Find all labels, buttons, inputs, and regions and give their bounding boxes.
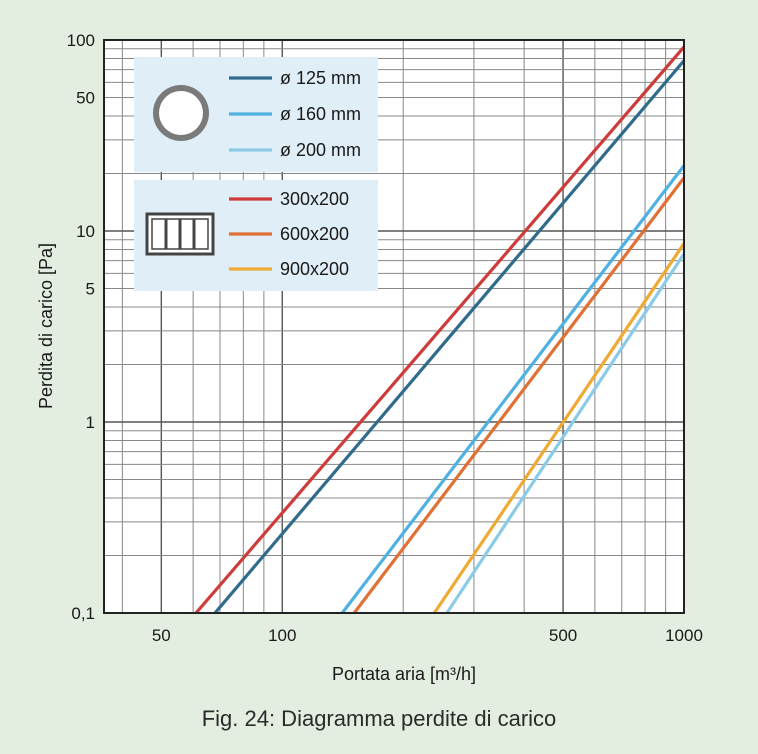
legend-label: ø 200 mm — [280, 140, 361, 160]
x-tick-label: 500 — [549, 626, 577, 645]
legend-label: 600x200 — [280, 224, 349, 244]
x-tick-label: 50 — [152, 626, 171, 645]
legend-label: ø 125 mm — [280, 68, 361, 88]
legend-label: ø 160 mm — [280, 104, 361, 124]
legend-label: 900x200 — [280, 259, 349, 279]
series-lines — [194, 45, 686, 615]
y-axis-label: Perdita di carico [Pa] — [36, 243, 56, 409]
y-tick-label: 0,1 — [71, 604, 95, 623]
series-line — [352, 176, 686, 614]
series-line — [445, 252, 686, 614]
y-tick-label: 100 — [67, 31, 95, 50]
series-line — [432, 242, 686, 614]
y-tick-label: 50 — [76, 88, 95, 107]
series-line — [213, 59, 686, 615]
rectangular-duct-icon — [145, 212, 215, 256]
x-axis-label: Portata aria [m³/h] — [332, 664, 476, 684]
y-tick-label: 5 — [86, 279, 95, 298]
plot-frame — [103, 39, 685, 614]
round-duct-icon — [153, 85, 209, 141]
x-tick-label: 1000 — [665, 626, 703, 645]
series-line — [194, 45, 686, 615]
figure-caption: Fig. 24: Diagramma perdite di carico — [201, 706, 557, 731]
x-tick-labels: 50 100 500 1000 — [152, 626, 703, 645]
legend-label: 300x200 — [280, 189, 349, 209]
x-tick-label: 100 — [268, 626, 296, 645]
legend: ø 125 mm ø 160 mm ø 200 mm 300x200 600x200 90… — [134, 57, 378, 291]
y-tick-label: 10 — [76, 222, 95, 241]
y-tick-labels: 0,1 1 5 10 50 100 — [67, 31, 95, 623]
series-line — [340, 164, 686, 614]
y-tick-label: 1 — [86, 413, 95, 432]
